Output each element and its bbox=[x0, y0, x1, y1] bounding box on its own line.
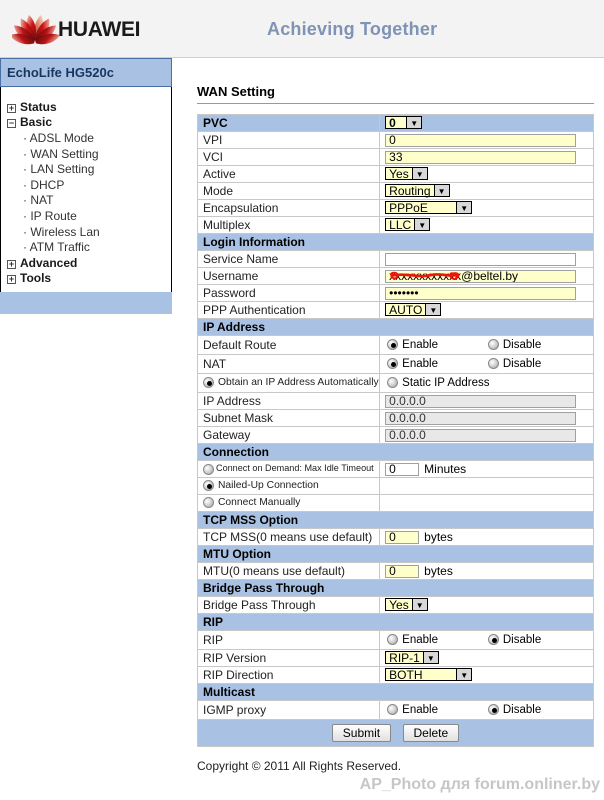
svg-text:HUAWEI: HUAWEI bbox=[58, 18, 140, 41]
